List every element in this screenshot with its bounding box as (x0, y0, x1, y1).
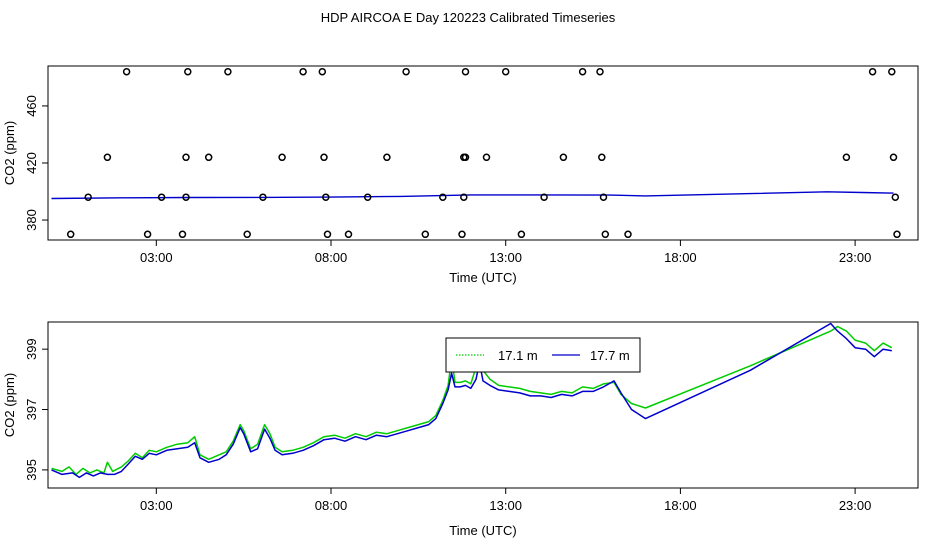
scatter-x-tick-label: 23:00 (839, 250, 872, 265)
figure-title: HDP AIRCOA E Day 120223 Calibrated Times… (321, 10, 616, 25)
line-y-axis-title: CO2 (ppm) (2, 373, 17, 437)
scatter-point (204, 153, 213, 162)
scatter-point (178, 230, 187, 239)
scatter-x-tick-label: 18:00 (664, 250, 697, 265)
scatter-point (182, 193, 190, 201)
scatter-y-tick-label: 380 (24, 209, 39, 231)
legend-label-17-7m: 17.7 m (590, 348, 630, 363)
scatter-point (891, 193, 900, 201)
line-x-axis-title: Time (UTC) (449, 523, 516, 538)
scatter-point (461, 67, 470, 76)
scatter-point (559, 153, 568, 162)
scatter-point (439, 193, 447, 201)
scatter-trend-line (51, 191, 894, 200)
line-panel: 03:00 08:00 13:00 18:00 23:00 395 397 399 17.1 … (2, 321, 919, 538)
line-plot-frame (47, 321, 919, 489)
scatter-point (383, 153, 391, 162)
scatter-point (103, 153, 112, 162)
scatter-point (868, 67, 877, 76)
scatter-point (461, 153, 470, 162)
legend: 17.1 m 17.7 m (445, 337, 641, 373)
scatter-point (596, 67, 604, 76)
scatter-point (278, 153, 286, 162)
scatter-point (517, 230, 526, 239)
scatter-point (402, 67, 410, 76)
scatter-point (323, 230, 332, 239)
scatter-point (889, 153, 898, 162)
legend-label-17-1m: 17.1 m (498, 348, 538, 363)
line-x-tick-label: 23:00 (839, 498, 872, 513)
scatter-point (842, 153, 851, 162)
scatter-point (421, 230, 430, 239)
scatter-point (320, 153, 328, 162)
scatter-panel: 03:00 08:00 13:00 18:00 23:00 380 420 460 Time … (2, 65, 919, 285)
scatter-point (363, 193, 372, 201)
line-y-tick-label: 399 (24, 338, 39, 360)
scatter-point (599, 193, 608, 201)
scatter-point (888, 67, 896, 76)
scatter-point (182, 153, 190, 162)
line-x-tick-label: 03:00 (140, 498, 173, 513)
scatter-point (460, 193, 468, 201)
scatter-point (66, 230, 75, 239)
scatter-x-axis-title: Time (UTC) (449, 270, 516, 285)
scatter-y-axis-title: CO2 (ppm) (2, 121, 17, 185)
scatter-point (893, 230, 901, 239)
scatter-point (540, 193, 548, 201)
scatter-point (482, 153, 491, 162)
line-x-tick-label: 08:00 (315, 498, 348, 513)
scatter-point (224, 67, 232, 76)
scatter-point (458, 230, 466, 239)
scatter-point (322, 193, 330, 201)
series-line-17-7m (51, 322, 892, 479)
scatter-x-tick-label: 08:00 (315, 250, 348, 265)
scatter-point (318, 67, 327, 76)
scatter-x-tick-label: 13:00 (489, 250, 522, 265)
line-x-tick-label: 13:00 (489, 498, 522, 513)
scatter-point (578, 67, 587, 76)
scatter-point (184, 67, 192, 76)
line-y-tick-label: 395 (24, 459, 39, 481)
scatter-y-tick-label: 460 (24, 95, 39, 117)
scatter-point (122, 67, 131, 76)
line-x-tick-label: 18:00 (664, 498, 697, 513)
scatter-y-tick-label: 420 (24, 152, 39, 174)
scatter-point (501, 67, 510, 76)
scatter-point (157, 193, 166, 201)
scatter-x-tick-label: 03:00 (140, 250, 173, 265)
scatter-point (601, 230, 610, 239)
scatter-point (143, 230, 152, 239)
scatter-point (259, 193, 267, 201)
scatter-point (624, 230, 632, 239)
scatter-point (299, 67, 307, 76)
line-y-tick-label: 397 (24, 399, 39, 421)
scatter-plot-frame (47, 65, 919, 241)
scatter-point (243, 230, 251, 239)
scatter-point (344, 230, 353, 239)
scatter-point (84, 193, 92, 201)
series-line-17-1m (51, 325, 893, 476)
scatter-point (598, 153, 606, 162)
